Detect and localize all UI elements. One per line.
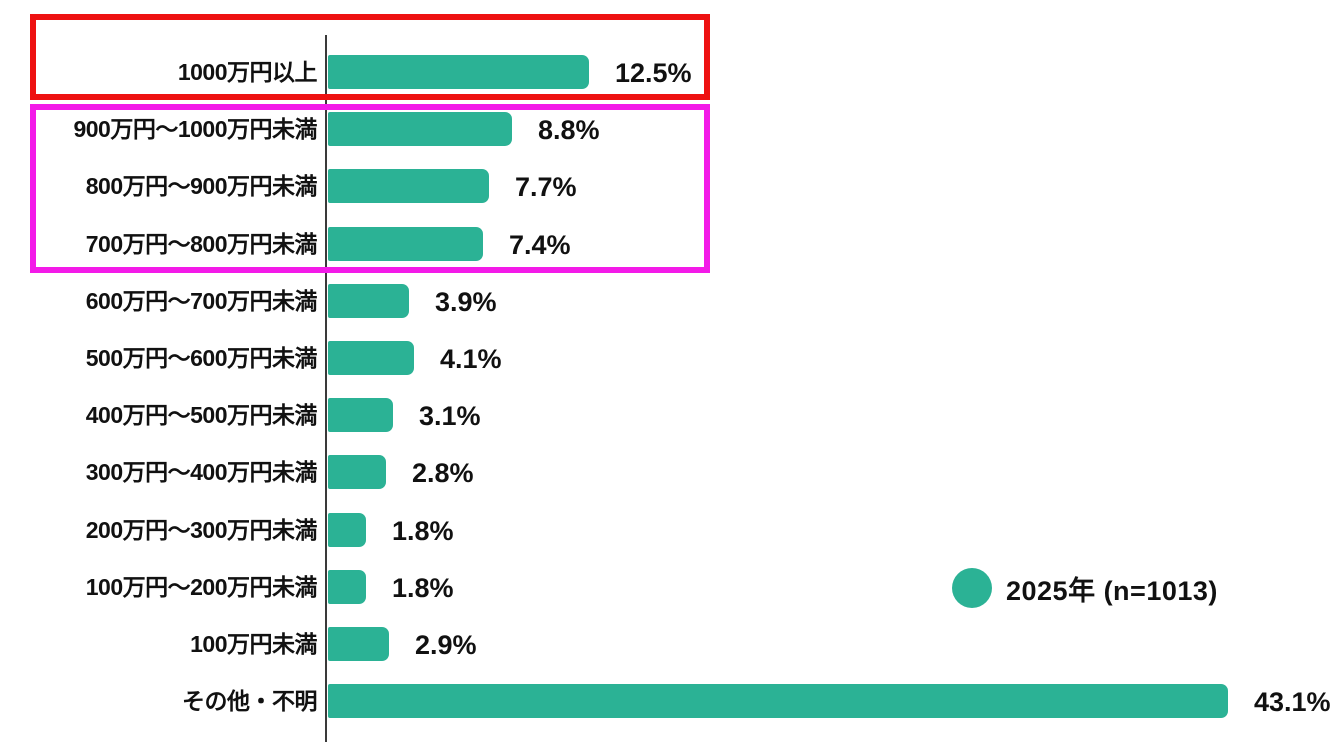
category-label: 900万円〜1000万円未満 <box>73 116 317 142</box>
category-label: 500万円〜600万円未満 <box>85 345 318 371</box>
legend: 2025年 (n=1013) <box>952 568 1218 608</box>
bar <box>328 227 483 261</box>
bar <box>328 684 1228 718</box>
value-label: 3.1% <box>419 401 481 431</box>
category-label: 300万円〜400万円未満 <box>85 459 318 485</box>
category-label: 600万円〜700万円未満 <box>85 288 318 314</box>
legend-label: 2025年 (n=1013) <box>1006 575 1218 606</box>
bar <box>328 570 366 604</box>
bar <box>328 398 393 432</box>
value-label: 2.8% <box>412 458 474 488</box>
category-label: 100万円未満 <box>190 631 317 657</box>
value-label: 4.1% <box>440 344 502 374</box>
bar <box>328 284 409 318</box>
value-label: 1.8% <box>392 516 454 546</box>
value-label: 43.1% <box>1254 687 1331 717</box>
bar <box>328 513 366 547</box>
bar <box>328 169 489 203</box>
legend-circle-marker-icon <box>952 568 992 608</box>
value-label: 12.5% <box>615 58 692 88</box>
value-label: 8.8% <box>538 115 600 145</box>
bar <box>328 341 414 375</box>
category-label: 800万円〜900万円未満 <box>85 173 318 199</box>
value-label: 7.4% <box>509 230 571 260</box>
bar <box>328 112 512 146</box>
value-label: 2.9% <box>415 630 477 660</box>
bar <box>328 627 389 661</box>
category-label: 1000万円以上 <box>177 59 318 85</box>
value-label: 1.8% <box>392 573 454 603</box>
bar <box>328 55 589 89</box>
category-label: 700万円〜800万円未満 <box>85 231 318 257</box>
value-label: 7.7% <box>515 172 577 202</box>
category-label: 100万円〜200万円未満 <box>85 574 318 600</box>
category-label: 400万円〜500万円未満 <box>85 402 318 428</box>
y-axis-line <box>325 35 327 742</box>
category-label: 200万円〜300万円未満 <box>85 517 318 543</box>
value-label: 3.9% <box>435 287 497 317</box>
category-label: その他・不明 <box>182 688 318 714</box>
bar <box>328 455 386 489</box>
